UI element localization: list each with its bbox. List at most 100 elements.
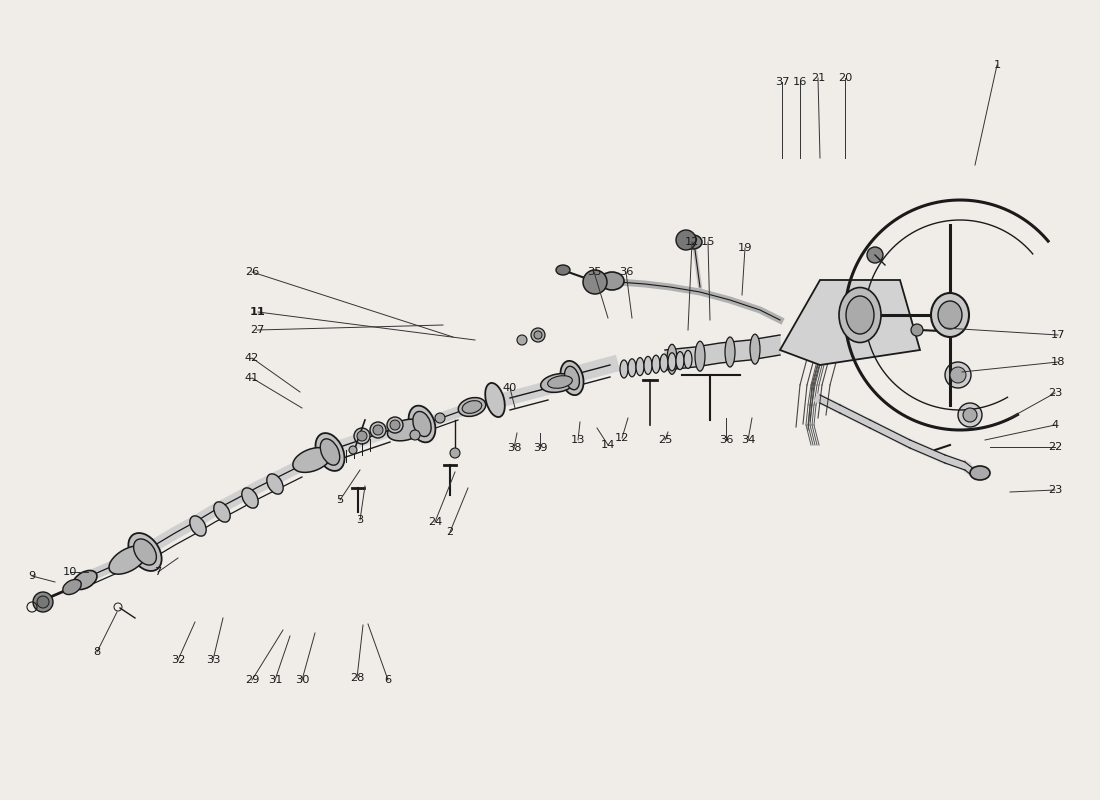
Ellipse shape <box>133 539 156 565</box>
Text: 8: 8 <box>94 647 100 657</box>
Ellipse shape <box>931 293 969 337</box>
Text: 24: 24 <box>428 517 442 527</box>
Ellipse shape <box>73 570 97 590</box>
Text: 7: 7 <box>154 567 162 577</box>
Ellipse shape <box>548 376 572 388</box>
Text: 34: 34 <box>740 435 756 445</box>
Ellipse shape <box>628 358 636 377</box>
Ellipse shape <box>485 383 505 417</box>
Ellipse shape <box>846 296 874 334</box>
Ellipse shape <box>750 334 760 364</box>
Text: 39: 39 <box>532 443 548 453</box>
Text: 17: 17 <box>1050 330 1065 340</box>
Text: 12: 12 <box>615 433 629 443</box>
Text: 11: 11 <box>250 307 266 317</box>
Text: 5: 5 <box>337 495 343 505</box>
Text: 37: 37 <box>774 77 790 87</box>
Ellipse shape <box>620 360 628 378</box>
Ellipse shape <box>541 374 575 392</box>
Text: 38: 38 <box>507 443 521 453</box>
Circle shape <box>958 403 982 427</box>
Ellipse shape <box>560 361 584 395</box>
Text: 19: 19 <box>738 243 752 253</box>
Ellipse shape <box>644 357 652 374</box>
Ellipse shape <box>293 448 331 472</box>
Text: 42: 42 <box>245 353 260 363</box>
Text: 31: 31 <box>267 675 283 685</box>
Ellipse shape <box>109 546 147 574</box>
Ellipse shape <box>695 341 705 371</box>
Ellipse shape <box>676 352 684 370</box>
Text: 16: 16 <box>793 77 807 87</box>
Ellipse shape <box>408 406 436 442</box>
Ellipse shape <box>938 301 962 329</box>
Text: 35: 35 <box>586 267 602 277</box>
Ellipse shape <box>63 579 81 594</box>
Circle shape <box>583 270 607 294</box>
Ellipse shape <box>600 272 624 290</box>
Circle shape <box>962 408 977 422</box>
Circle shape <box>911 324 923 336</box>
Text: 22: 22 <box>1048 442 1063 452</box>
Text: 36: 36 <box>718 435 734 445</box>
Ellipse shape <box>636 358 644 376</box>
Circle shape <box>950 367 966 383</box>
Circle shape <box>37 596 50 608</box>
Ellipse shape <box>320 439 340 465</box>
Text: 18: 18 <box>1050 357 1065 367</box>
Ellipse shape <box>725 337 735 367</box>
Circle shape <box>358 431 367 441</box>
Ellipse shape <box>459 398 486 417</box>
Ellipse shape <box>684 350 692 368</box>
Text: 33: 33 <box>206 655 220 665</box>
Ellipse shape <box>129 533 162 571</box>
Text: 23: 23 <box>1048 485 1063 495</box>
Text: 28: 28 <box>350 673 364 683</box>
Text: 40: 40 <box>503 383 517 393</box>
Text: 10: 10 <box>63 567 77 577</box>
Ellipse shape <box>667 344 676 374</box>
Text: 2: 2 <box>447 527 453 537</box>
Text: 4: 4 <box>1052 420 1058 430</box>
Text: 29: 29 <box>245 675 260 685</box>
Circle shape <box>349 446 358 454</box>
Ellipse shape <box>316 433 344 471</box>
Ellipse shape <box>267 474 283 494</box>
Text: 14: 14 <box>601 440 615 450</box>
Circle shape <box>387 417 403 433</box>
Ellipse shape <box>839 287 881 342</box>
Circle shape <box>867 247 883 263</box>
Text: 32: 32 <box>170 655 185 665</box>
Text: 26: 26 <box>245 267 260 277</box>
Circle shape <box>531 328 544 342</box>
Ellipse shape <box>462 401 482 414</box>
Text: 23: 23 <box>1048 388 1063 398</box>
Circle shape <box>373 425 383 435</box>
Text: 21: 21 <box>811 73 825 83</box>
Text: 3: 3 <box>356 515 364 525</box>
Ellipse shape <box>668 353 676 371</box>
Circle shape <box>390 420 400 430</box>
Text: 27: 27 <box>250 325 264 335</box>
Text: 36: 36 <box>619 267 634 277</box>
Ellipse shape <box>684 235 702 249</box>
Ellipse shape <box>242 488 258 508</box>
Text: 1: 1 <box>993 60 1001 70</box>
Ellipse shape <box>190 516 206 536</box>
Ellipse shape <box>556 265 570 275</box>
Circle shape <box>410 430 420 440</box>
Text: 20: 20 <box>838 73 853 83</box>
Circle shape <box>945 362 971 388</box>
Ellipse shape <box>660 354 668 372</box>
Circle shape <box>450 448 460 458</box>
Text: 25: 25 <box>658 435 672 445</box>
Circle shape <box>33 592 53 612</box>
Polygon shape <box>666 335 780 370</box>
Circle shape <box>676 230 696 250</box>
Circle shape <box>517 335 527 345</box>
Text: 13: 13 <box>571 435 585 445</box>
Circle shape <box>434 413 446 423</box>
Circle shape <box>534 331 542 339</box>
Ellipse shape <box>970 466 990 480</box>
Ellipse shape <box>652 355 660 373</box>
